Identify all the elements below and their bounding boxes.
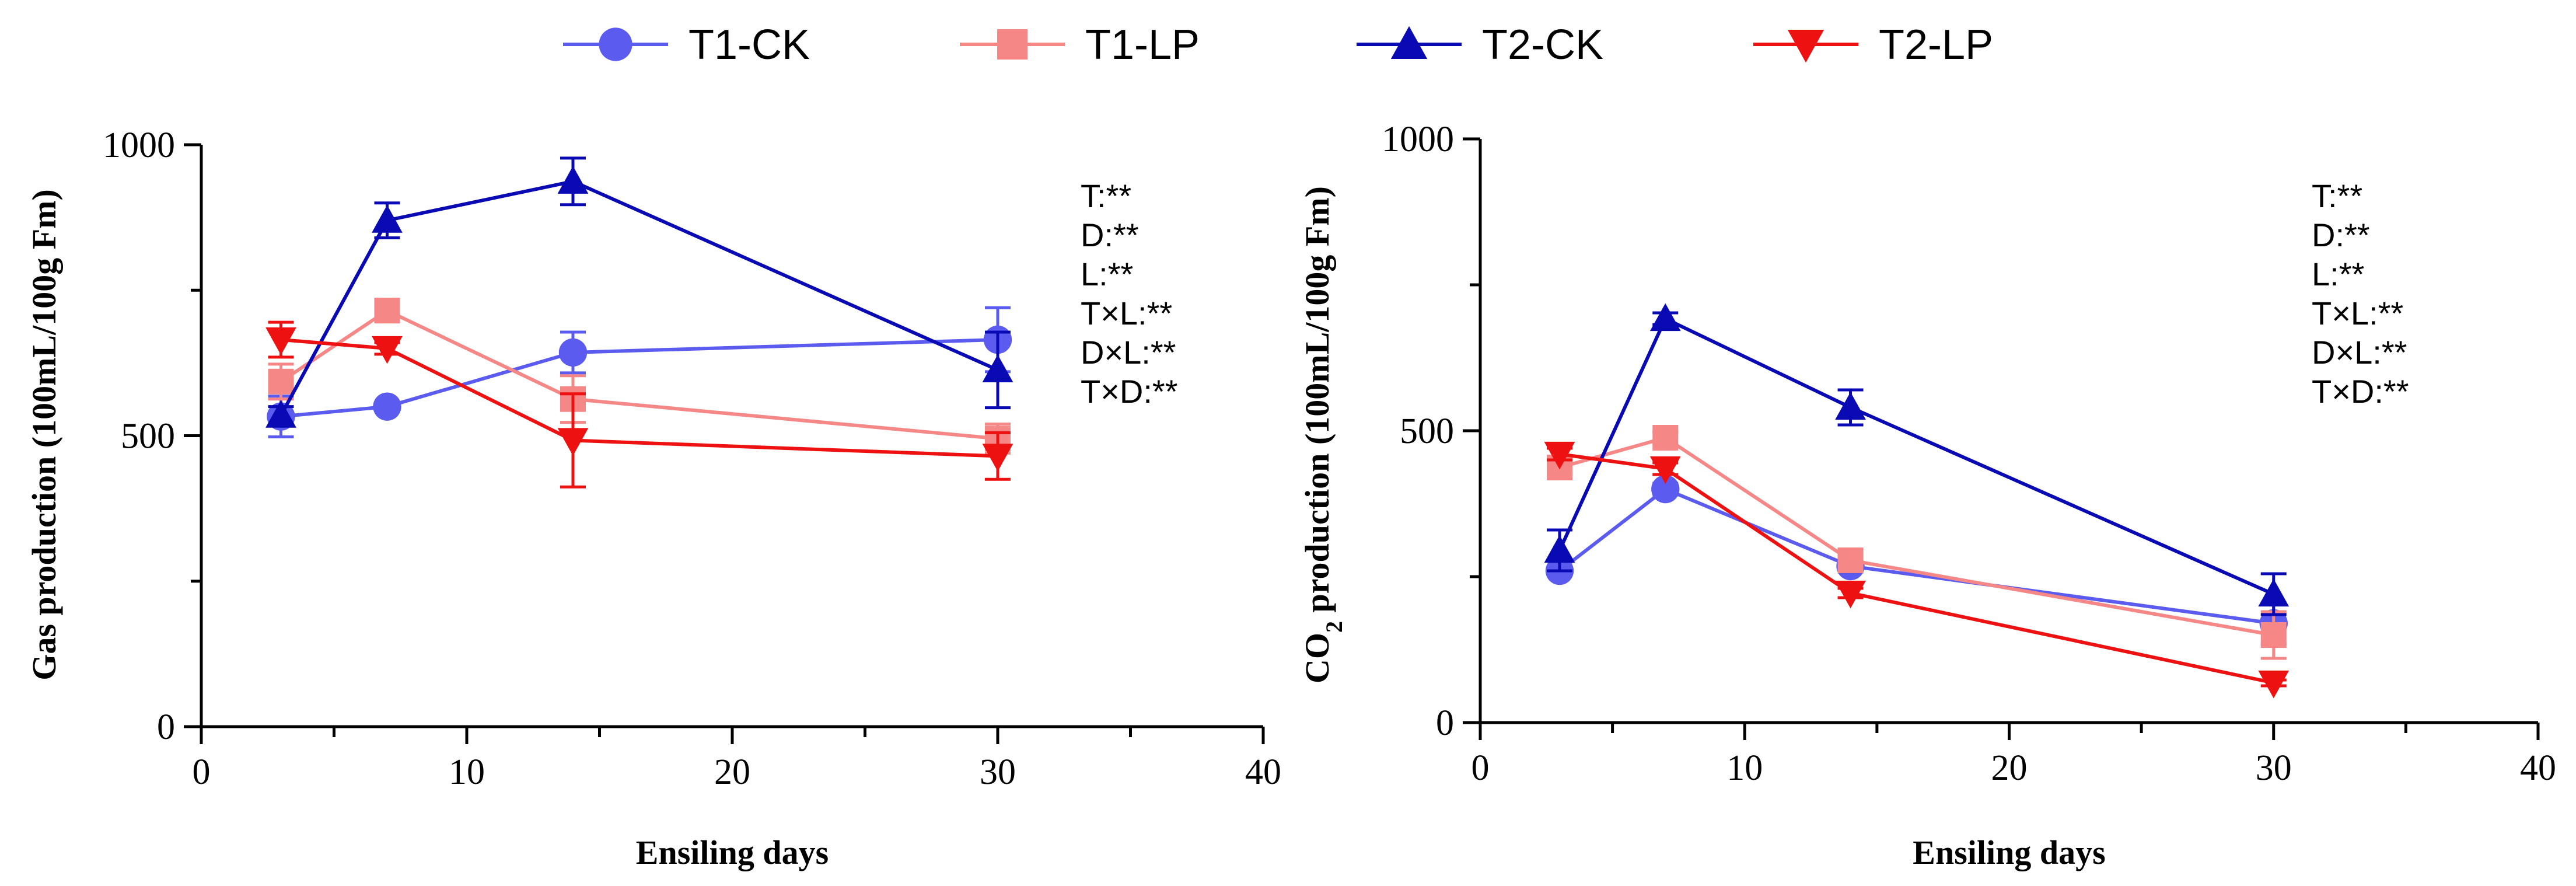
gas-production-chart: 0 10 20 30 40 0 500 1000 Ensiling days Gas produc… [25,125,1281,871]
data-point-t2-ck [1544,535,1575,563]
y-tick-label: 0 [157,707,175,747]
data-point-t1-ck [558,338,588,367]
data-point-t2-ck [2258,578,2290,607]
data-point-t2-ck [982,354,1013,382]
legend-label: T1-CK [688,22,810,68]
stat-annotation: T×D:** [1081,373,1178,410]
stat-annotation: D×L:** [2312,334,2407,371]
y-axis-title-part: production (100mL/100g Fm) [1298,186,1336,621]
data-point-t2-lp [372,336,403,364]
series-line-t2-ck [279,179,999,417]
x-tick-label: 0 [193,752,211,792]
series-t1-lp [268,298,1011,455]
series-t2-lp [1544,441,2290,699]
data-point-t2-ck [1835,392,1866,420]
x-tick-label: 20 [1991,748,2028,788]
stat-annotation: T×L:** [1081,295,1172,332]
stat-annotation: L:** [1081,256,1133,292]
legend-item-t2-lp: T2-LP [1753,22,1993,68]
co2-production-chart: 0 10 20 30 40 0 500 1000 Ensiling days CO2 produc… [1298,120,2556,871]
x-tick-label: 30 [2256,748,2292,788]
y-axis-title-subscript: 2 [1321,621,1347,633]
legend-label: T1-LP [1085,22,1200,68]
data-point-t2-ck [557,166,589,194]
y-tick-label: 1000 [1382,120,1454,159]
legend: T1-CK T1-LP T2-CK T2-LP [563,22,1993,68]
legend-item-t1-lp: T1-LP [960,22,1200,68]
data-point-t1-lp [1652,425,1679,451]
stat-annotation: T×L:** [2312,295,2403,332]
data-point-t1-ck [373,392,401,421]
data-point-t2-lp [1649,456,1681,484]
legend-marker-t1-lp [997,29,1027,60]
stat-annotation: L:** [2312,256,2364,292]
y-axis-title: Gas production (100mL/100g Fm) [25,189,63,681]
series-t2-lp [265,320,1013,489]
x-tick-label: 30 [980,752,1016,792]
data-point-t2-ck [1649,303,1681,332]
stat-annotation: T:** [1081,177,1131,214]
series-t2-ck [265,156,1013,428]
data-point-t2-lp [1544,441,1575,470]
series-line-t2-ck [1558,316,2274,596]
y-tick-label: 500 [121,417,175,456]
series-line-t1-ck [281,337,998,418]
data-point-t2-ck [265,400,296,428]
y-tick-label: 500 [1400,411,1454,451]
legend-marker-t2-lp [1787,30,1824,63]
x-tick-label: 10 [1726,748,1763,788]
data-point-t2-ck [372,205,403,233]
x-tick-label: 40 [2520,748,2556,788]
data-point-t1-lp [268,368,294,395]
legend-label: T2-LP [1879,22,1993,68]
data-point-t2-lp [1835,580,1866,609]
x-tick-label: 20 [714,752,750,792]
data-point-t1-lp [2260,622,2287,648]
series-t2-ck [1544,303,2290,616]
data-point-t2-lp [982,444,1013,472]
x-axis-title: Ensiling days [1913,833,2105,871]
x-tick-label: 10 [449,752,485,792]
legend-item-t2-ck: T2-CK [1357,22,1603,68]
series-line-t1-lp [1559,435,2274,637]
legend-marker-t1-ck [599,27,632,61]
x-tick-label: 40 [1245,752,1281,792]
data-point-t1-lp [1837,547,1864,573]
series-line-t2-lp [281,338,998,458]
series-line-t2-lp [1559,452,2274,685]
stat-annotation: D:** [1081,217,1139,253]
data-point-t2-lp [265,327,296,355]
legend-label: T2-CK [1482,22,1603,68]
stat-annotation: D×L:** [1081,334,1176,371]
x-tick-label: 0 [1471,748,1490,788]
data-point-t2-lp [2258,670,2290,699]
data-point-t2-lp [557,428,589,456]
x-axis-title: Ensiling days [636,833,829,871]
legend-marker-t2-ck [1390,26,1428,59]
y-axis-title: CO2 production (100mL/100g Fm) [1298,186,1347,683]
y-tick-label: 0 [1436,703,1454,743]
stat-annotation: T:** [2312,177,2362,214]
data-point-t1-lp [374,298,400,324]
data-point-t1-ck [1651,475,1680,504]
series-line-t1-ck [1558,487,2274,625]
y-axis-title-part: CO [1298,633,1336,683]
y-tick-label: 1000 [103,125,175,165]
stat-annotation: D:** [2312,217,2370,253]
stat-annotation: T×D:** [2312,373,2409,410]
legend-item-t1-ck: T1-CK [563,22,810,68]
series-line-t1-lp [279,308,998,441]
